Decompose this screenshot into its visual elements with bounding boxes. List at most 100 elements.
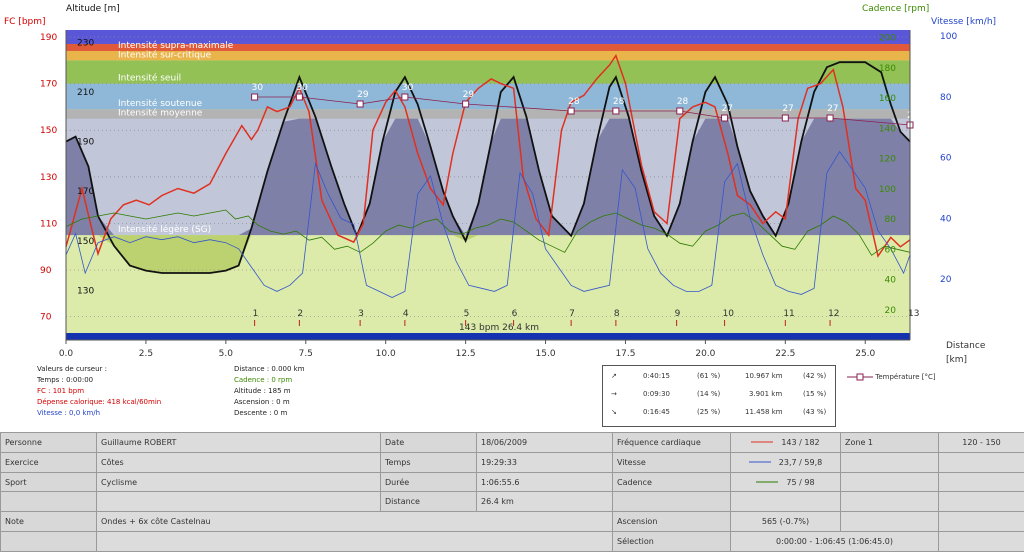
empty-cell	[938, 511, 1024, 533]
cadence-tick-label: 120	[879, 155, 896, 165]
temps-value: 19:29:33	[476, 451, 613, 473]
x-tick-label: 10.0	[376, 349, 396, 359]
distance-axis-title: Distance	[946, 341, 986, 351]
empty-cell	[938, 451, 1024, 473]
cadence-tick-label: 60	[885, 245, 897, 255]
fc-axis-title: FC [bpm]	[4, 17, 46, 27]
marker-label: 5	[464, 309, 470, 319]
selection-label: Sélection	[612, 531, 731, 552]
selection-value: 0:00:00 - 1:06:45 (1:06:45.0)	[730, 531, 939, 552]
date-label: Date	[380, 432, 477, 453]
marker-label: 3	[358, 309, 364, 319]
empty-cell	[96, 491, 381, 513]
annotation-label: 143 bpm 26.4 km	[459, 323, 539, 333]
summary-time: 0:09:30	[643, 390, 670, 398]
series: 30 30 29 30 29 28 28 28 27 27 27 26	[65, 53, 919, 298]
marker-label: 7	[569, 309, 575, 319]
table-row: Exercice Côtes Temps 19:29:33 Vitesse 23…	[0, 451, 1024, 473]
duree-label: Durée	[380, 471, 477, 493]
x-tick-label: 7.5	[299, 349, 313, 359]
marker-label: 11	[783, 309, 794, 319]
arrow-right-icon: →	[611, 390, 617, 398]
axes: 7090110130150170190130150170190210230204…	[40, 30, 957, 359]
marker-label: 1	[253, 309, 259, 319]
exercice-value: Côtes	[96, 451, 381, 473]
summary-pct2: (15 %)	[803, 390, 827, 398]
cadence-label: Cadence	[612, 471, 731, 493]
distance-axis-unit: [km]	[946, 355, 967, 365]
summary-pct: (14 %)	[697, 390, 721, 398]
altitude-tick-label: 150	[77, 237, 94, 247]
cadence-tick-label: 80	[885, 215, 897, 225]
note-label: Note	[0, 511, 97, 533]
temperature-legend-swatch	[847, 373, 873, 381]
cursor-calories: Dépense calorique: 418 kcal/60min	[37, 398, 162, 406]
zone-label: Intensité seuil	[118, 73, 181, 84]
table-row: Note Ondes + 6x côte Castelnau Ascension…	[0, 511, 1024, 533]
zone-label: Intensité soutenue	[118, 98, 203, 109]
series-line-2	[65, 209, 911, 256]
summary-pct: (25 %)	[697, 408, 721, 416]
vitesse-tick-label: 80	[940, 93, 952, 103]
temperature-label: 30	[252, 83, 264, 93]
series-line-3	[65, 150, 911, 298]
series-line-1	[65, 53, 911, 258]
intensity-zones: Intensité légère (SG)Intensité moyenneIn…	[66, 30, 910, 340]
empty-cell	[840, 451, 939, 473]
vitesse-tick-label: 60	[940, 154, 952, 164]
cursor-altitude: Altitude : 185 m	[234, 387, 291, 395]
altitude-tick-label: 210	[77, 88, 94, 98]
temperature-label: 27	[827, 104, 838, 114]
summary-row-flat: → 0:09:30 (14 %) 3.901 km (15 %)	[603, 390, 835, 402]
cadence-tick-label: 40	[885, 276, 897, 286]
date-value: 18/06/2009	[476, 432, 613, 453]
cursor-title: Valeurs de curseur :	[37, 365, 107, 373]
chart-area[interactable]: Intensité légère (SG)Intensité moyenneIn…	[0, 0, 1024, 430]
temperature-label: 28	[568, 97, 580, 107]
zone-band	[66, 109, 910, 119]
fc-tick-label: 170	[40, 80, 57, 90]
legend-label: Température [°C]	[875, 373, 936, 381]
summary-pct2: (43 %)	[803, 408, 827, 416]
session-info-table: Personne Guillaume ROBERT Date 18/06/200…	[0, 432, 1024, 552]
summary-row-up: ↗ 0:40:15 (61 %) 10.967 km (42 %)	[603, 372, 835, 384]
empty-cell	[96, 531, 613, 552]
duree-value: 1:06:55.6	[476, 471, 613, 493]
altitude-tick-label: 130	[77, 286, 94, 296]
x-tick-label: 17.5	[615, 349, 635, 359]
distance-value: 26.4 km	[476, 491, 613, 513]
cadence-swatch	[756, 481, 779, 483]
temperature-label: 29	[357, 90, 369, 100]
ascension-value: 565 (-0.7%)	[730, 511, 841, 533]
temperature-label: 29	[463, 90, 475, 100]
temperature-point	[826, 114, 834, 122]
fc-value: 143 / 182	[730, 432, 841, 453]
grid	[66, 36, 910, 340]
zone-label: Intensité légère (SG)	[118, 224, 211, 235]
altitude-low-fill	[66, 235, 910, 273]
cadence-axis-title: Cadence [rpm]	[862, 4, 929, 14]
ascension-label: Ascension	[612, 511, 731, 533]
temperature-label: 30	[296, 83, 308, 93]
zone-range: 120 - 150	[938, 432, 1024, 453]
legend-temperature: Température [°C]	[847, 373, 936, 381]
summary-dist: 11.458 km	[745, 408, 783, 416]
marker-label: 6	[512, 309, 518, 319]
cursor-distance: Distance : 0.000 km	[234, 365, 305, 373]
zone-band	[66, 83, 910, 110]
footer-bar	[66, 333, 910, 340]
distance-markers: 1 2 3 4 5 6 7 8 9 10 11 12 13	[253, 309, 919, 326]
marker-label: 2	[297, 309, 303, 319]
zone-band	[66, 50, 910, 61]
table-row: Sélection 0:00:00 - 1:06:45 (1:06:45.0)	[0, 531, 1024, 552]
vitesse-swatch	[748, 461, 771, 463]
x-tick-label: 5.0	[219, 349, 234, 359]
table-row: Distance 26.4 km	[0, 491, 1024, 513]
cadence-text: 75 / 98	[786, 477, 815, 487]
temps-label: Temps	[380, 451, 477, 473]
summary-time: 0:16:45	[643, 408, 670, 416]
fc-text: 143 / 182	[781, 437, 820, 447]
x-tick-label: 12.5	[456, 349, 476, 359]
cursor-values-col2: Distance : 0.000 km Cadence : 0 rpm Alti…	[234, 364, 305, 419]
summary-dist: 10.967 km	[745, 372, 783, 380]
